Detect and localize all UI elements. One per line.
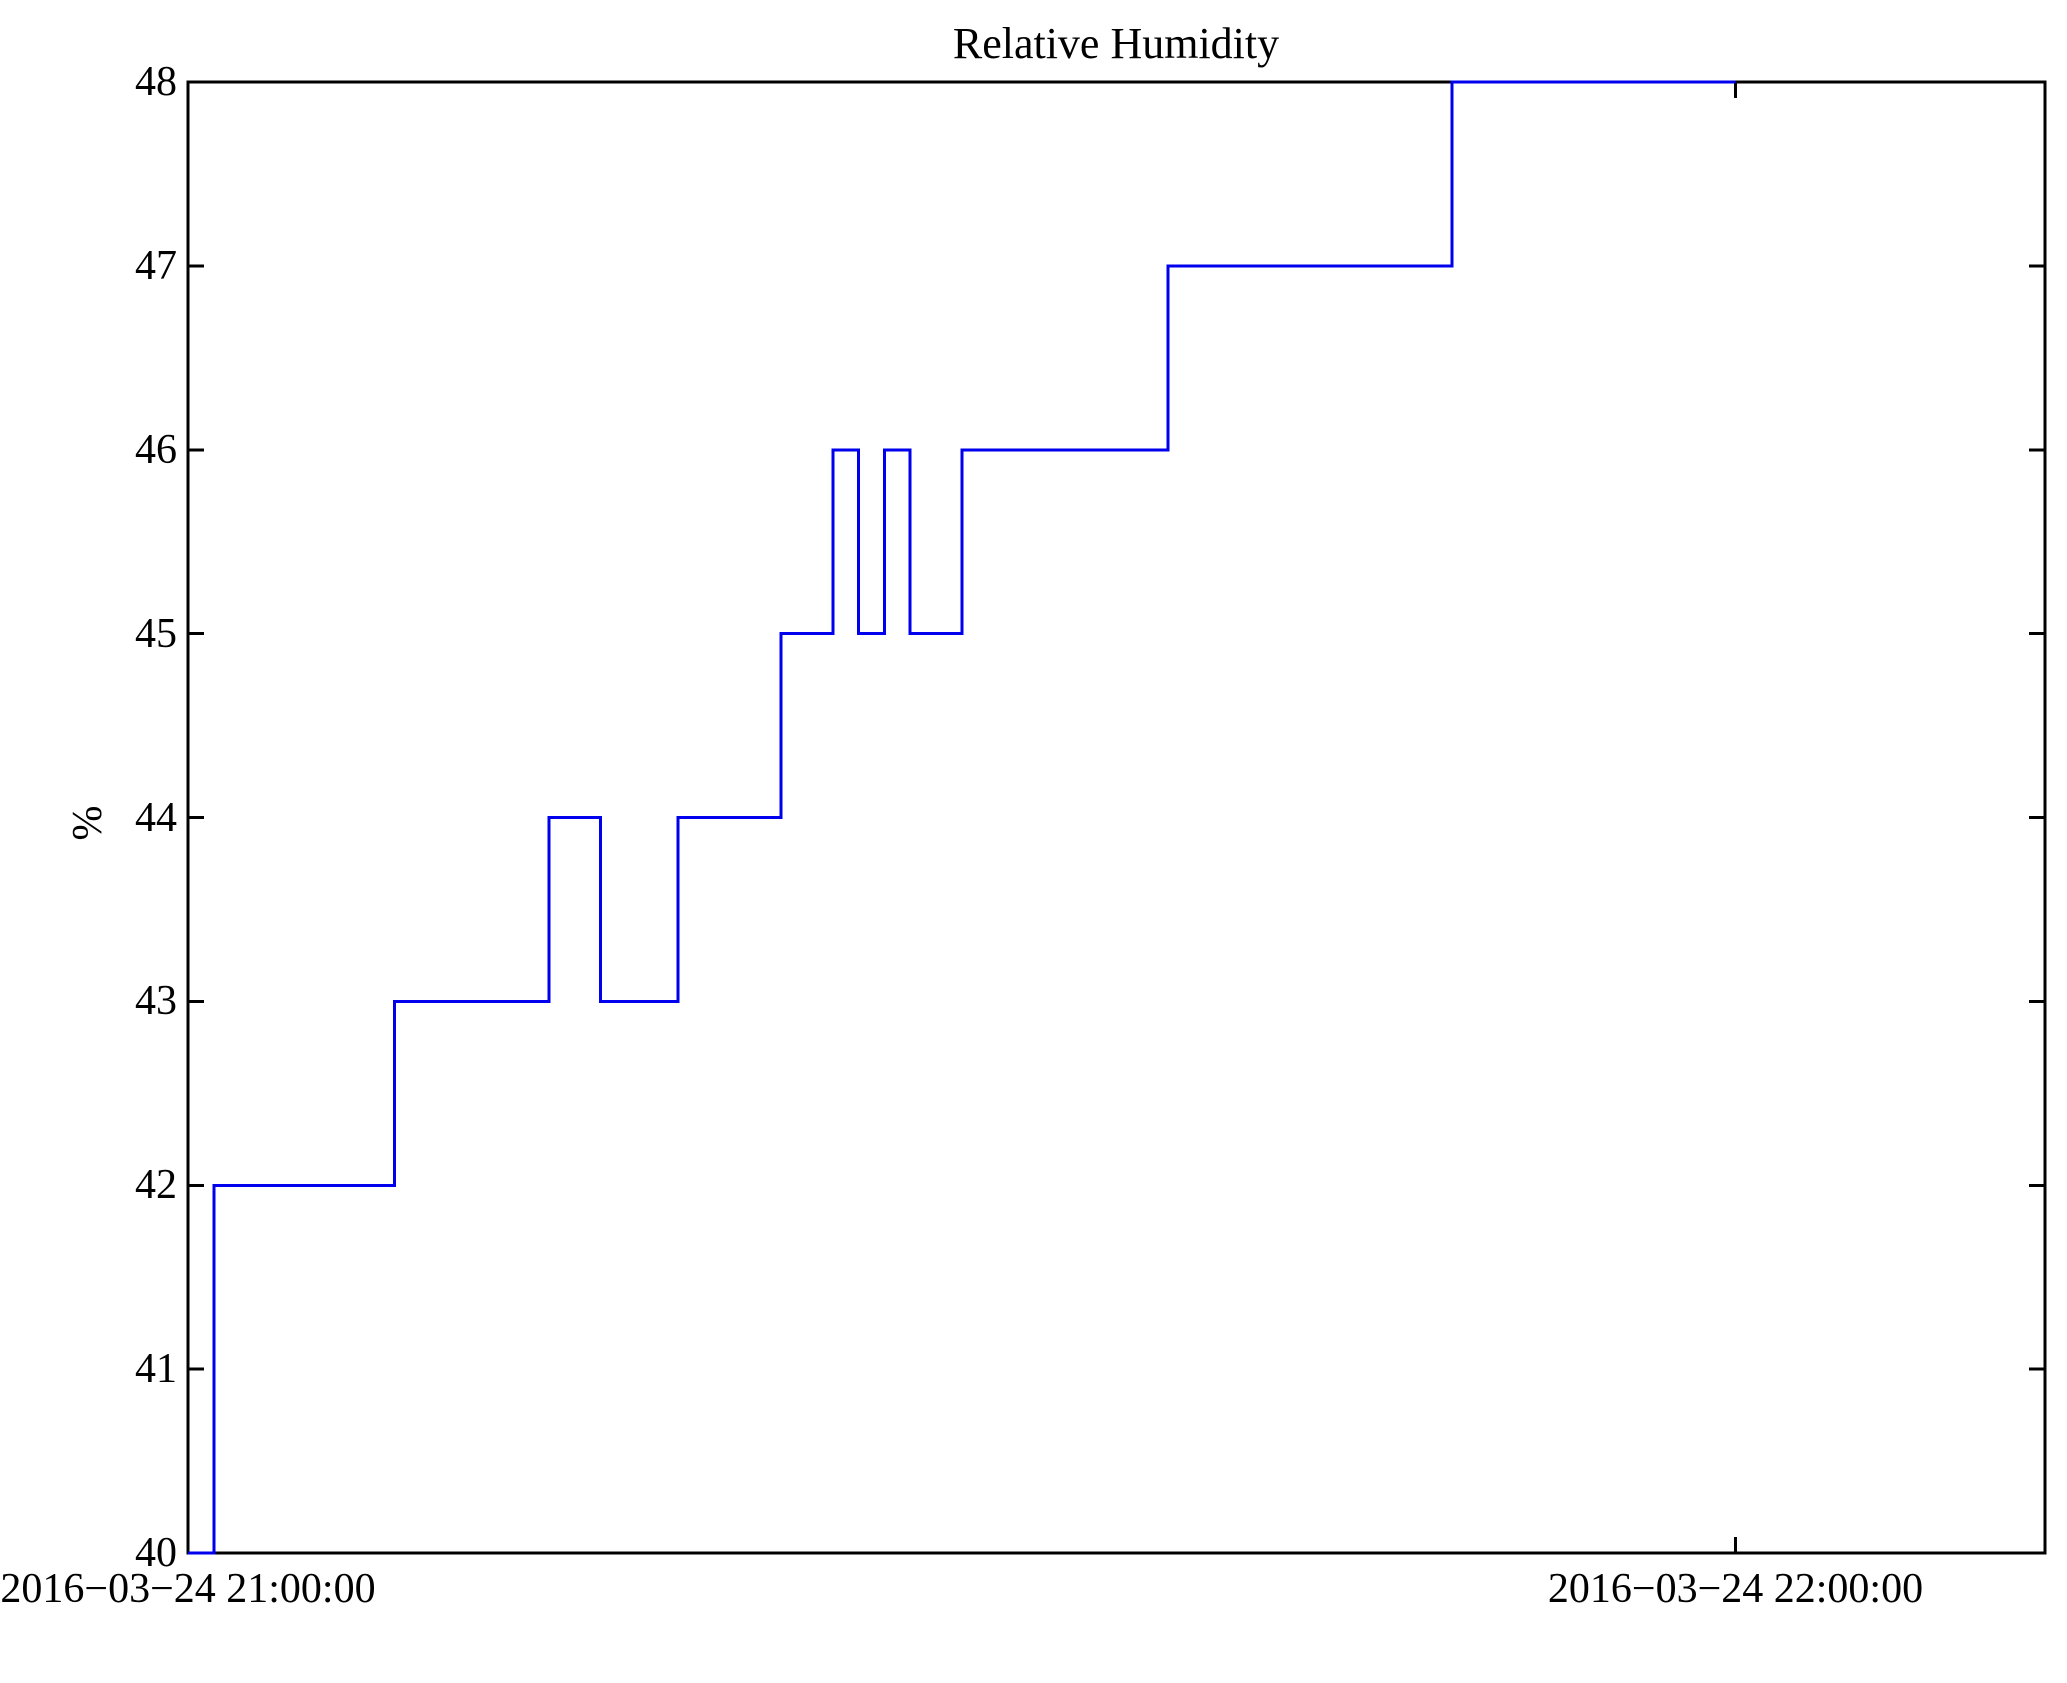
y-tick-label: 48 [135,59,177,105]
y-tick-label: 47 [135,242,177,289]
chart-title: Relative Humidity [952,19,1280,68]
x-tick-label: 2016−03−24 21:00:00 [0,1566,376,1612]
y-axis-label: % [65,805,111,841]
x-tick-label: 2016−03−24 22:00:00 [1547,1566,1924,1612]
y-tick-label: 43 [135,978,177,1025]
y-tick-label: 46 [135,426,177,473]
y-tick-label: 40 [135,1530,177,1576]
y-tick-label: 42 [135,1162,177,1209]
y-tick-label: 45 [135,610,177,657]
y-tick-label: 41 [135,1346,177,1393]
axes-box [186,80,2047,1555]
y-tick-label: 44 [135,794,177,841]
humidity-step-line [188,80,1736,1555]
